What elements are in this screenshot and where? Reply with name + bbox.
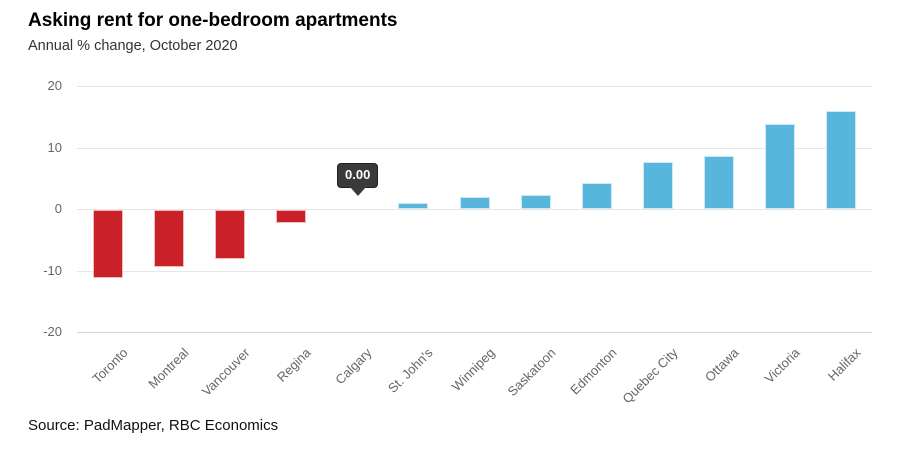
x-axis-label-vancouver: Vancouver bbox=[198, 345, 253, 399]
y-axis-label--20: -20 bbox=[43, 324, 62, 339]
bar-edmonton[interactable] bbox=[582, 183, 612, 209]
x-axis-label-montreal: Montreal bbox=[145, 345, 192, 392]
bar-st-john-s[interactable] bbox=[398, 203, 428, 209]
bar-ottawa[interactable] bbox=[704, 156, 734, 209]
y-axis-label--10: -10 bbox=[43, 263, 62, 278]
gridline-20 bbox=[77, 86, 872, 87]
bar-winnipeg[interactable] bbox=[460, 197, 490, 209]
gridline--10 bbox=[77, 271, 872, 272]
bar-regina[interactable] bbox=[276, 210, 306, 223]
x-axis-line bbox=[77, 332, 872, 333]
x-axis-label-edmonton: Edmonton bbox=[567, 345, 620, 398]
x-axis-label-saskatoon: Saskatoon bbox=[504, 345, 559, 400]
x-axis-label-st-john-s: St. John's bbox=[384, 345, 436, 396]
y-axis-label-0: 0 bbox=[54, 201, 62, 216]
x-axis-label-regina: Regina bbox=[273, 345, 314, 385]
x-axis-label-toronto: Toronto bbox=[89, 345, 131, 387]
y-axis-label-10: 10 bbox=[47, 140, 62, 155]
tooltip: 0.00 bbox=[337, 163, 379, 196]
x-axis-label-halifax: Halifax bbox=[824, 345, 864, 384]
gridline-0 bbox=[77, 209, 872, 210]
bar-quebec-city[interactable] bbox=[643, 162, 673, 209]
x-axis-label-victoria: Victoria bbox=[761, 345, 803, 387]
x-axis-label-winnipeg: Winnipeg bbox=[448, 345, 498, 394]
source-note: Source: PadMapper, RBC Economics bbox=[28, 417, 279, 434]
tooltip-value: 0.00 bbox=[345, 167, 371, 182]
x-axis-label-ottawa: Ottawa bbox=[701, 345, 742, 385]
x-axis-label-quebec-city: Quebec City bbox=[619, 345, 681, 407]
bar-montreal[interactable] bbox=[154, 210, 184, 267]
tooltip-pointer-icon bbox=[349, 187, 366, 196]
bar-halifax[interactable] bbox=[826, 111, 856, 209]
x-axis-label-calgary: Calgary bbox=[332, 345, 375, 388]
chart-subtitle: Annual % change, October 2020 bbox=[28, 38, 238, 54]
bar-toronto[interactable] bbox=[93, 210, 123, 278]
bar-saskatoon[interactable] bbox=[521, 195, 551, 209]
y-axis-label-20: 20 bbox=[47, 78, 62, 93]
bar-vancouver[interactable] bbox=[215, 210, 245, 259]
chart-title: Asking rent for one-bedroom apartments bbox=[28, 10, 398, 31]
gridline-10 bbox=[77, 148, 872, 149]
bar-victoria[interactable] bbox=[765, 124, 795, 209]
